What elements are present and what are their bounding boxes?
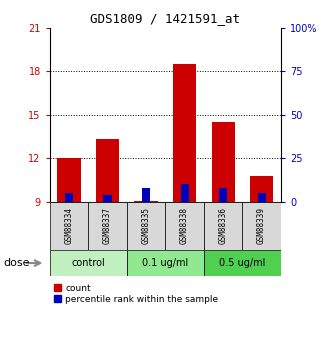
Text: GSM88337: GSM88337 <box>103 207 112 245</box>
Bar <box>204 202 242 250</box>
Bar <box>103 195 112 202</box>
Bar <box>165 202 204 250</box>
Bar <box>50 250 127 276</box>
Bar <box>127 202 165 250</box>
Bar <box>57 158 81 202</box>
Bar <box>134 201 158 202</box>
Bar <box>88 202 127 250</box>
Bar <box>50 202 88 250</box>
Bar <box>96 139 119 202</box>
Legend: count, percentile rank within the sample: count, percentile rank within the sample <box>54 284 218 304</box>
Bar <box>257 193 266 202</box>
Text: GSM88339: GSM88339 <box>257 207 266 245</box>
Text: GSM88338: GSM88338 <box>180 207 189 245</box>
Text: control: control <box>71 258 105 268</box>
Bar <box>212 122 235 202</box>
Text: 0.5 ug/ml: 0.5 ug/ml <box>219 258 265 268</box>
Bar <box>142 188 150 202</box>
Bar <box>127 250 204 276</box>
Text: dose: dose <box>3 258 30 268</box>
Bar <box>204 250 281 276</box>
Bar <box>65 193 73 202</box>
Bar <box>250 176 273 202</box>
Text: 0.1 ug/ml: 0.1 ug/ml <box>142 258 188 268</box>
Bar <box>173 64 196 202</box>
Bar <box>219 188 227 202</box>
Bar <box>242 202 281 250</box>
Bar <box>180 185 189 202</box>
Text: GSM88336: GSM88336 <box>219 207 228 245</box>
Text: GSM88334: GSM88334 <box>65 207 74 245</box>
Title: GDS1809 / 1421591_at: GDS1809 / 1421591_at <box>90 12 240 25</box>
Text: GSM88335: GSM88335 <box>142 207 151 245</box>
